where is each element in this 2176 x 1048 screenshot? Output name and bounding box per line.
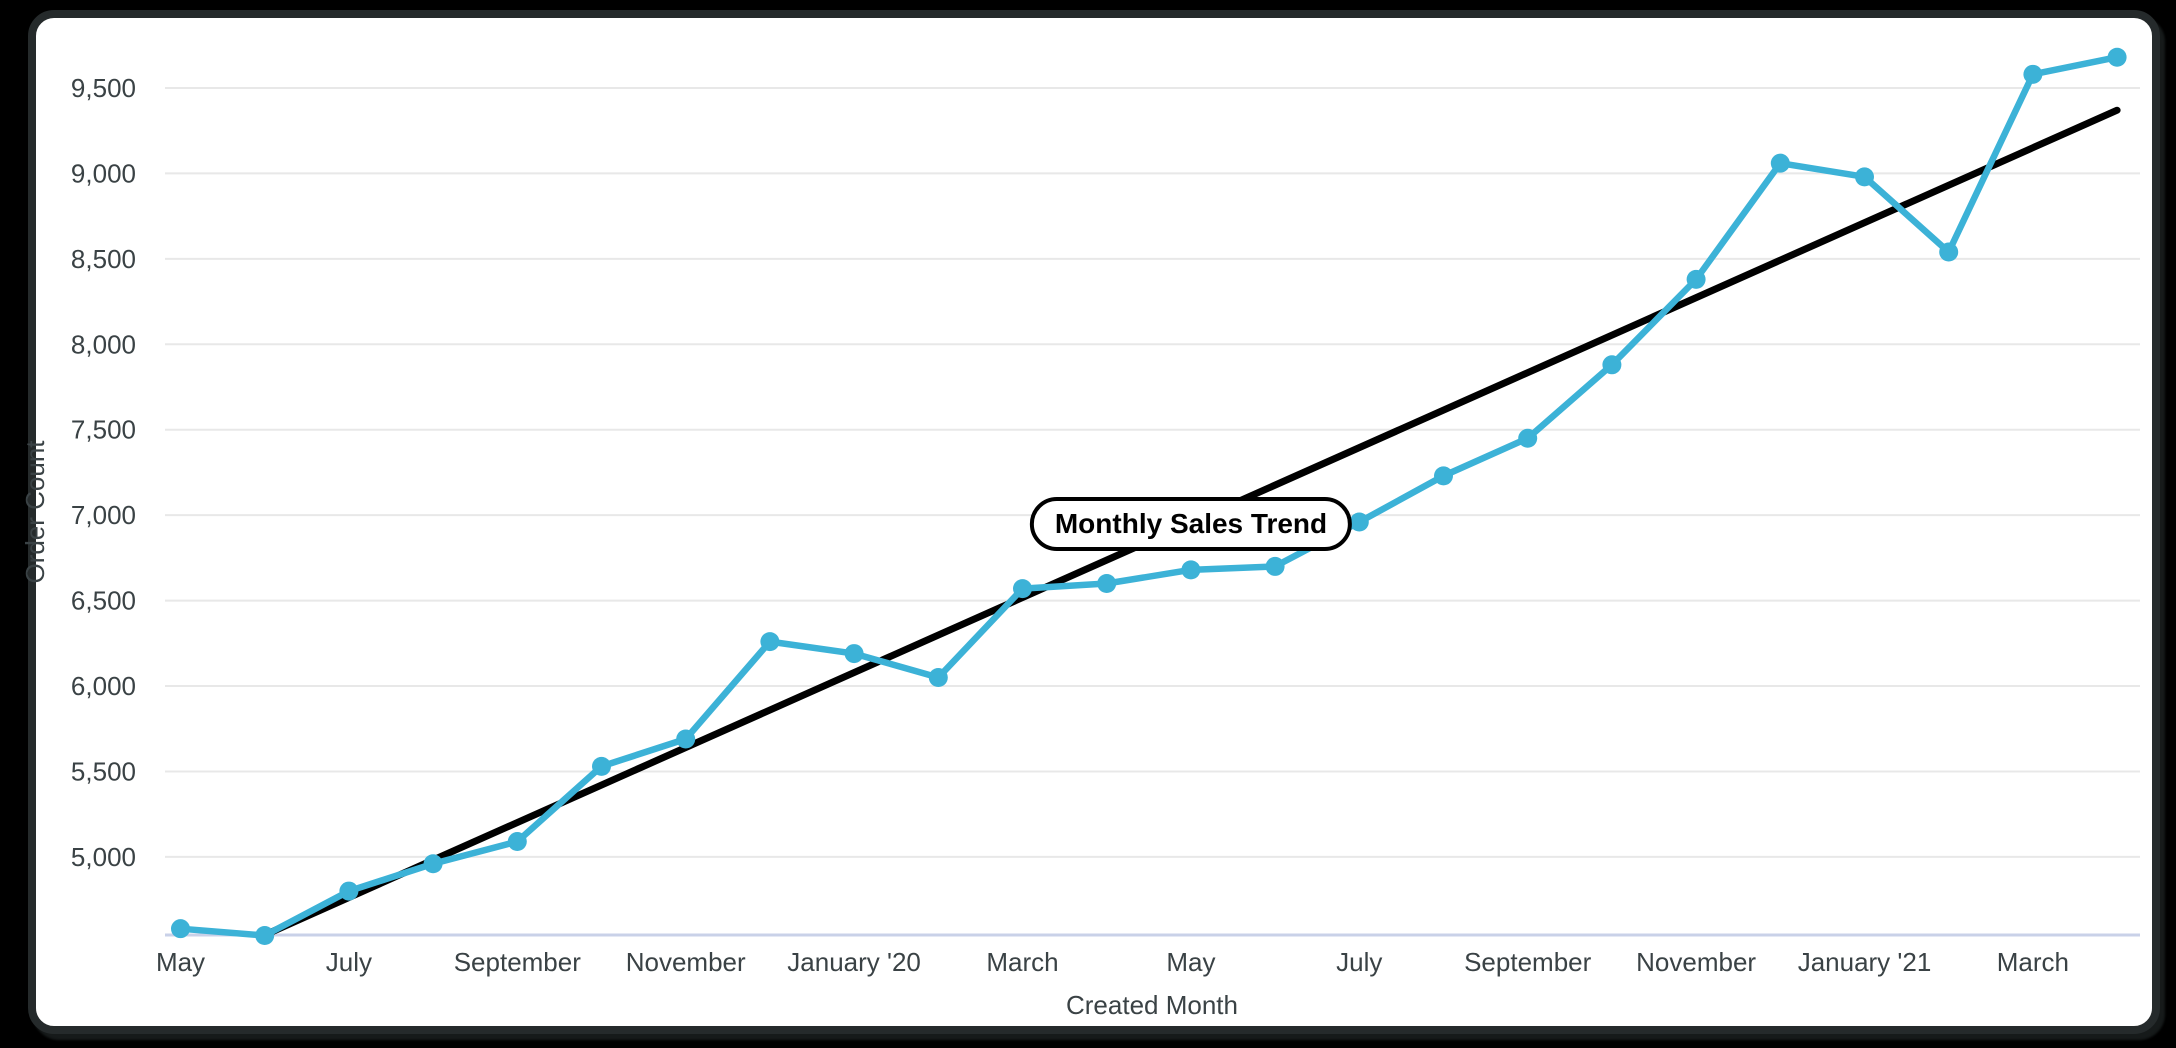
- data-point[interactable]: [1770, 153, 1790, 173]
- y-axis-tick-labels: 5,000 5,500 6,000 6,500 7,000 7,500 8,000 8,500…: [71, 73, 136, 872]
- data-point[interactable]: [1939, 242, 1959, 262]
- y-tick-label: 7,000: [71, 500, 136, 530]
- x-axis-tick-labels: May July September November January '20 March…: [156, 947, 2069, 977]
- data-point[interactable]: [1686, 269, 1706, 289]
- data-point[interactable]: [1013, 579, 1032, 599]
- y-tick-label: 5,500: [71, 756, 136, 786]
- trend-annotation-label[interactable]: Monthly Sales Trend: [1029, 497, 1353, 551]
- y-tick-label: 6,000: [71, 671, 136, 701]
- data-point[interactable]: [2023, 64, 2043, 84]
- x-tick-label: May: [156, 947, 205, 977]
- x-tick-label: September: [1464, 947, 1592, 977]
- x-tick-label: March: [1997, 947, 2069, 977]
- data-point[interactable]: [1855, 167, 1874, 187]
- y-axis-title: Order Count: [20, 440, 50, 584]
- x-tick-label: May: [1166, 947, 1215, 977]
- y-tick-label: 5,000: [71, 842, 136, 872]
- data-point[interactable]: [844, 644, 864, 664]
- x-tick-label: January '20: [787, 947, 921, 977]
- data-point[interactable]: [760, 632, 780, 652]
- y-tick-label: 8,000: [71, 329, 136, 359]
- data-point[interactable]: [2107, 47, 2127, 67]
- data-point[interactable]: [592, 756, 611, 776]
- data-point[interactable]: [171, 919, 190, 939]
- x-axis-title: Created Month: [1066, 990, 1238, 1020]
- data-point[interactable]: [1349, 512, 1369, 532]
- y-tick-label: 7,500: [71, 415, 136, 445]
- x-tick-label: July: [1336, 947, 1382, 977]
- x-tick-label: September: [454, 947, 582, 977]
- data-point[interactable]: [676, 729, 696, 749]
- x-tick-label: November: [626, 947, 746, 977]
- x-tick-label: November: [1636, 947, 1756, 977]
- x-tick-label: July: [326, 947, 372, 977]
- data-point[interactable]: [1181, 560, 1201, 580]
- x-tick-label: March: [986, 947, 1058, 977]
- data-point[interactable]: [1602, 355, 1622, 375]
- data-point[interactable]: [339, 881, 359, 901]
- y-tick-label: 6,500: [71, 586, 136, 616]
- data-point[interactable]: [1434, 466, 1453, 486]
- gridlines: [165, 86, 2140, 858]
- data-point[interactable]: [255, 926, 275, 946]
- order-count-series: [171, 47, 2127, 946]
- data-point[interactable]: [928, 667, 948, 687]
- y-tick-label: 8,500: [71, 244, 136, 274]
- data-point[interactable]: [1265, 556, 1285, 576]
- data-point[interactable]: [507, 832, 527, 852]
- x-tick-label: January '21: [1798, 947, 1932, 977]
- y-tick-label: 9,000: [71, 158, 136, 188]
- series-line: [177, 53, 2121, 939]
- y-tick-label: 9,500: [71, 73, 136, 103]
- data-point[interactable]: [423, 854, 443, 874]
- data-point[interactable]: [1097, 574, 1117, 594]
- data-point[interactable]: [1518, 428, 1538, 448]
